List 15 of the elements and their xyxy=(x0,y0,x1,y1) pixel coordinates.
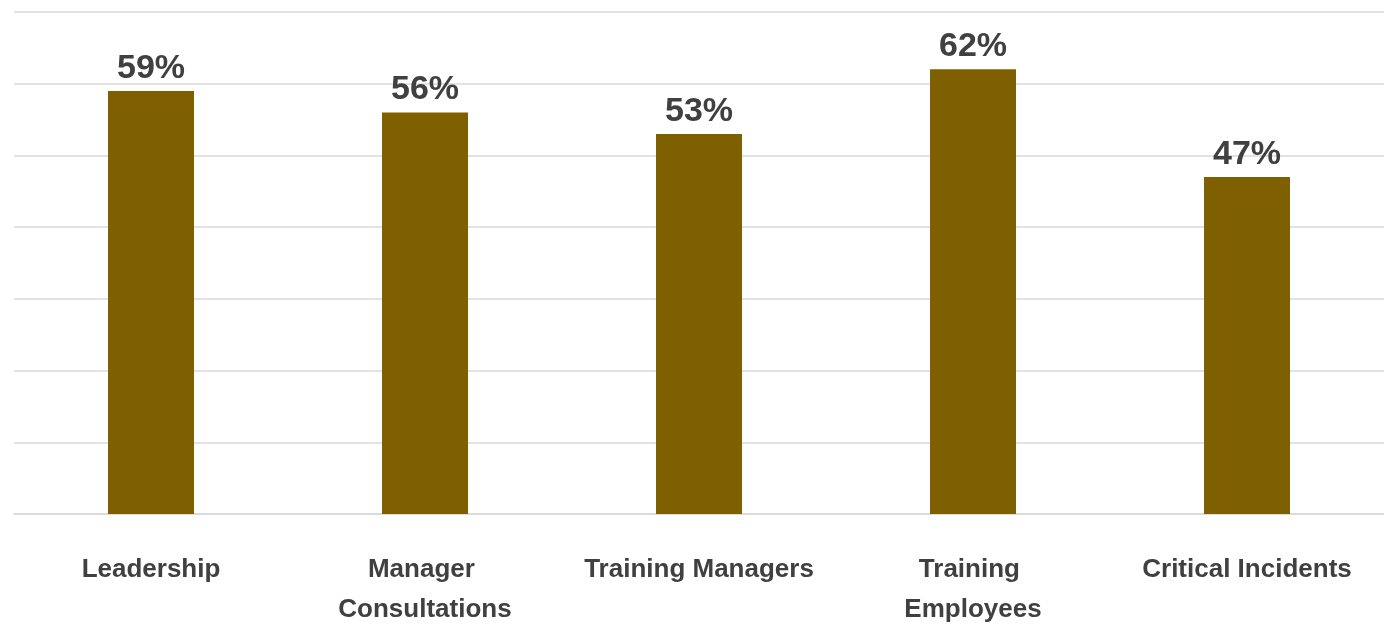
bar xyxy=(930,69,1016,514)
data-label: 62% xyxy=(938,25,1008,64)
data-label: 56% xyxy=(390,68,460,107)
x-tick-label: Training Employees xyxy=(904,553,1042,623)
data-label: 47% xyxy=(1212,132,1282,171)
bar xyxy=(382,112,468,514)
x-tick-label: Manager Consultations xyxy=(338,553,512,623)
x-tick-label: Leadership xyxy=(81,553,221,583)
x-tick-label: Training Managers xyxy=(584,553,814,583)
bar xyxy=(656,133,742,514)
bar xyxy=(108,90,194,514)
data-label: 59% xyxy=(116,46,186,85)
bar xyxy=(1204,176,1290,514)
data-label: 53% xyxy=(664,89,734,128)
x-tick-label: Critical Incidents xyxy=(1142,553,1352,583)
